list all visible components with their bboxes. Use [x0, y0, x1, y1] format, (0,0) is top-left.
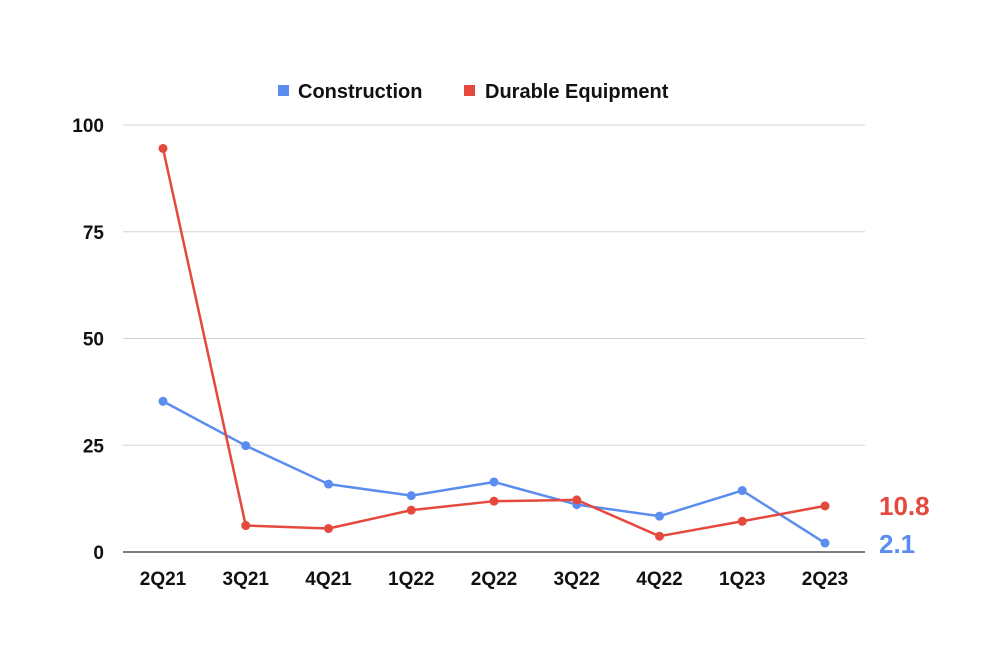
- legend-item: Construction: [278, 81, 422, 103]
- data-point: [158, 396, 168, 406]
- x-tick-label: 2Q22: [471, 569, 517, 590]
- data-point: [324, 479, 333, 489]
- legend-swatch: [464, 85, 475, 96]
- data-point: [572, 495, 582, 505]
- series-group: [158, 143, 830, 548]
- x-tick-label: 3Q22: [554, 569, 600, 590]
- y-tick-label: 25: [83, 436, 105, 457]
- data-point: [241, 441, 251, 451]
- legend-label: Construction: [298, 81, 422, 103]
- y-tick-label: 0: [93, 543, 104, 564]
- y-axis: 0 25 50 75 100: [72, 116, 104, 564]
- x-axis: 2Q21 3Q21 4Q21 1Q22 2Q22 3Q22 4Q22 1Q23 2Q23: [140, 569, 848, 590]
- end-value-label: 2.1: [879, 529, 915, 559]
- data-point: [655, 531, 664, 541]
- data-point: [489, 496, 499, 506]
- data-point: [489, 477, 499, 487]
- data-point: [737, 516, 747, 526]
- data-point: [406, 505, 416, 515]
- data-point: [241, 521, 251, 531]
- x-tick-label: 3Q21: [223, 569, 270, 590]
- x-tick-label: 2Q23: [802, 569, 848, 590]
- series-durable-equipment: [158, 143, 830, 541]
- series-line: [162, 400, 826, 545]
- legend-swatch: [278, 85, 289, 96]
- y-tick-label: 50: [83, 330, 104, 351]
- x-tick-label: 1Q23: [719, 569, 765, 590]
- end-labels: 2.1 10.8: [879, 491, 930, 559]
- y-tick-label: 75: [83, 223, 105, 244]
- y-tick-label: 100: [72, 116, 104, 137]
- x-tick-label: 4Q21: [305, 569, 352, 590]
- data-point: [655, 511, 664, 521]
- end-value-label: 10.8: [879, 491, 930, 521]
- data-point: [158, 143, 168, 153]
- data-point: [324, 524, 333, 534]
- data-point: [406, 491, 416, 501]
- legend-label: Durable Equipment: [485, 81, 669, 103]
- legend-item: Durable Equipment: [464, 81, 669, 103]
- legend: Construction Durable Equipment: [278, 81, 669, 103]
- series-construction: [158, 396, 830, 548]
- gridlines: [123, 124, 865, 553]
- data-point: [820, 501, 830, 511]
- x-tick-label: 2Q21: [140, 569, 187, 590]
- x-tick-label: 4Q22: [636, 569, 682, 590]
- data-point: [737, 486, 747, 496]
- data-point: [820, 538, 830, 548]
- x-tick-label: 1Q22: [388, 569, 434, 590]
